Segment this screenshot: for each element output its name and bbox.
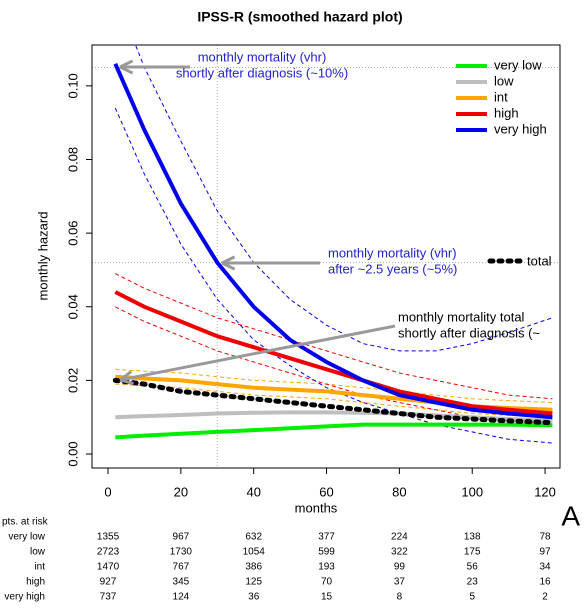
annotation: shortly after diagnosis (~: [398, 325, 540, 340]
risk-count: 138: [464, 532, 481, 543]
legend-label: int: [494, 89, 508, 104]
risk-count: 15: [321, 592, 333, 603]
annotation-arrow: [119, 324, 396, 382]
confidence-band: [134, 45, 553, 352]
series-line: [113, 62, 553, 420]
legend-label: low: [494, 73, 514, 88]
y-tick-label: 0.04: [65, 294, 80, 319]
risk-count: 345: [173, 577, 190, 588]
y-tick-label: 0.08: [65, 147, 80, 172]
x-tick-label: 60: [319, 484, 333, 499]
annotation: monthly mortality (vhr): [198, 49, 327, 64]
x-tick-label: 120: [534, 484, 556, 499]
risk-count: 632: [245, 532, 262, 543]
risk-count: 386: [245, 562, 262, 573]
chart-title: IPSS-R (smoothed hazard plot): [197, 9, 402, 25]
risk-count: 322: [391, 547, 408, 558]
risk-count: 224: [391, 532, 408, 543]
x-tick-label: 80: [392, 484, 406, 499]
x-tick-label: 20: [174, 484, 188, 499]
risk-count: 23: [467, 577, 479, 588]
annotation-arrow: [221, 255, 236, 265]
risk-row-name: int: [34, 562, 45, 573]
annotation-arrow: [119, 370, 133, 382]
confidence-band: [115, 383, 553, 418]
annotation: monthly mortality total: [398, 309, 525, 324]
risk-row-name: very low: [8, 532, 45, 543]
total-line: [112, 377, 555, 426]
risk-count: 70: [321, 577, 333, 588]
risk-count: 599: [318, 547, 335, 558]
annotation: monthly mortality (vhr): [328, 245, 457, 260]
panel-label: A: [561, 500, 580, 531]
annotation-arrow: [221, 261, 236, 271]
risk-count: 34: [540, 562, 552, 573]
legend-label: high: [494, 105, 519, 120]
risk-count: 967: [173, 532, 190, 543]
risk-count: 1054: [243, 547, 266, 558]
confidence-band: [114, 107, 553, 444]
risk-count: 56: [467, 562, 479, 573]
y-axis-label: monthly hazard: [35, 212, 50, 301]
x-tick-label: 0: [104, 484, 111, 499]
risk-row-name: very high: [4, 592, 45, 603]
risk-count: 78: [540, 532, 552, 543]
legend-label: very low: [494, 57, 542, 72]
risk-count: 125: [245, 577, 262, 588]
x-axis-label: months: [295, 500, 338, 515]
risk-count: 737: [100, 592, 117, 603]
series-line: [115, 422, 553, 440]
risk-count: 1730: [170, 547, 193, 558]
risk-count: 36: [248, 592, 260, 603]
risk-count: 124: [173, 592, 190, 603]
risk-count: 2: [542, 592, 548, 603]
annotation: after ~2.5 years (~5%): [328, 261, 457, 276]
annotation: shortly after diagnosis (~10%): [176, 65, 348, 80]
x-tick-label: 100: [461, 484, 483, 499]
risk-count: 767: [173, 562, 190, 573]
plot-area: [92, 45, 560, 468]
risk-row-name: high: [26, 577, 45, 588]
risk-count: 5: [469, 592, 475, 603]
annotation-arrow: [119, 59, 134, 69]
risk-count: 2723: [97, 547, 120, 558]
risk-count: 175: [464, 547, 481, 558]
risk-count: 99: [394, 562, 406, 573]
legend-label: total: [527, 253, 552, 268]
series-line: [114, 290, 553, 416]
y-tick-label: 0.00: [65, 441, 80, 466]
annotation-arrow: [119, 65, 134, 75]
risk-table-title: pts. at risk: [2, 517, 49, 528]
y-tick-label: 0.10: [65, 73, 80, 98]
risk-count: 97: [540, 547, 552, 558]
legend-label: very high: [494, 121, 547, 136]
risk-count: 16: [540, 577, 552, 588]
risk-count: 193: [318, 562, 335, 573]
risk-count: 927: [100, 577, 117, 588]
risk-count: 1470: [97, 562, 120, 573]
x-tick-label: 40: [246, 484, 260, 499]
y-tick-label: 0.02: [65, 368, 80, 393]
risk-count: 37: [394, 577, 406, 588]
plot-frame: [91, 44, 561, 469]
annotation-arrow: [119, 378, 134, 385]
risk-count: 8: [397, 592, 403, 603]
risk-row-name: low: [30, 547, 46, 558]
risk-count: 1355: [97, 532, 120, 543]
risk-count: 377: [318, 532, 335, 543]
y-tick-label: 0.06: [65, 220, 80, 245]
confidence-band: [115, 273, 553, 400]
